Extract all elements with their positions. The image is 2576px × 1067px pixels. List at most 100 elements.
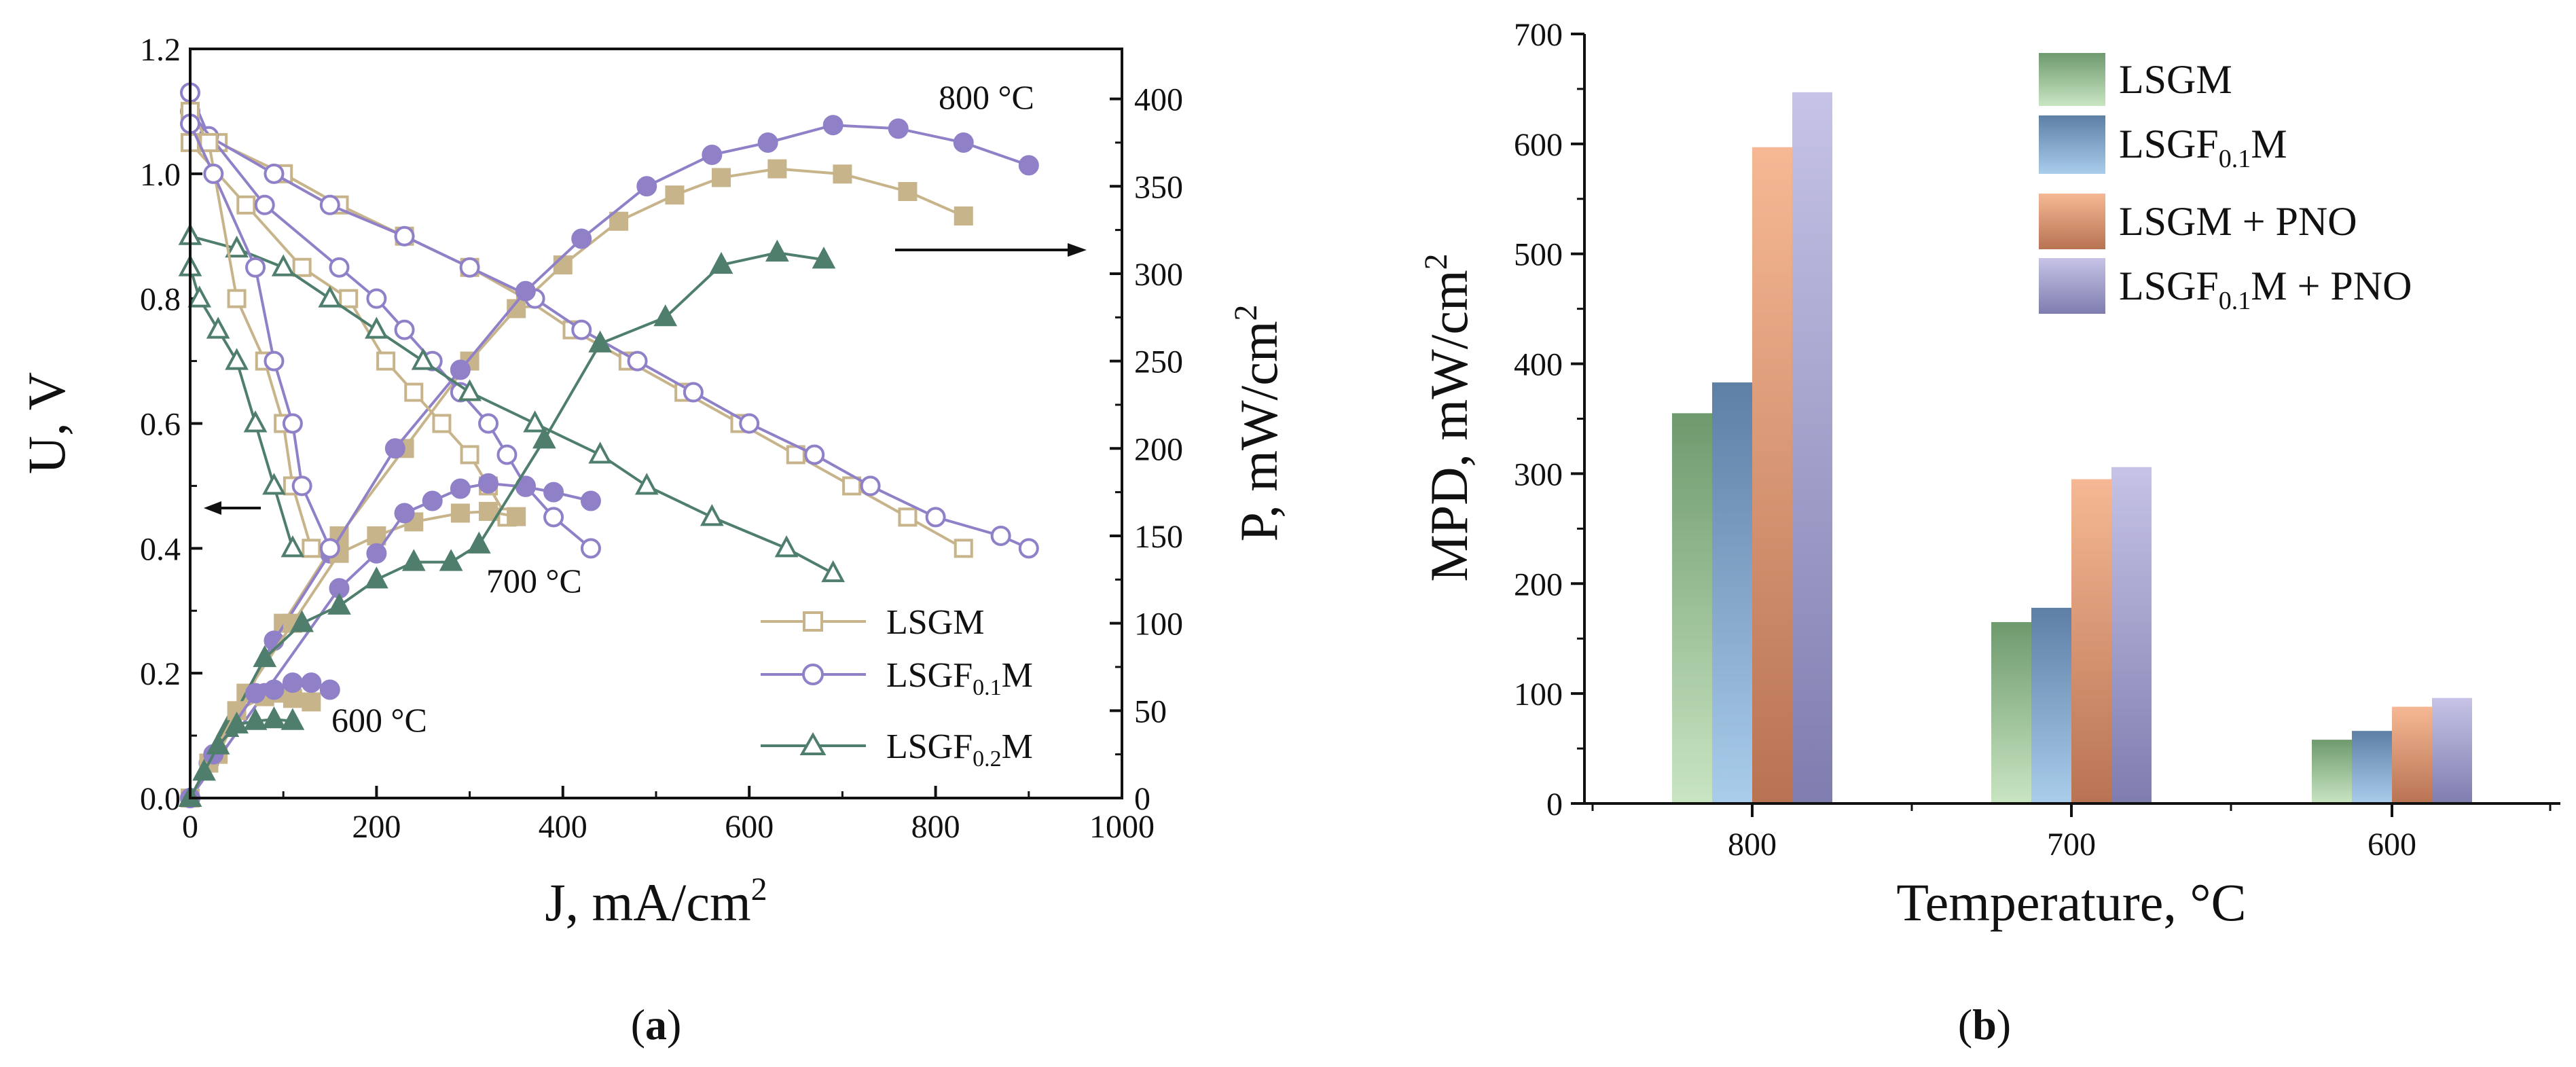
- legend-marker-square: [803, 611, 823, 632]
- data-point: [458, 379, 482, 401]
- arrow-to-left-axis: [204, 501, 261, 515]
- data-point: [515, 476, 536, 497]
- legend-label: LSGM + PNO: [2119, 199, 2357, 244]
- panel-a-line-chart: 0 200 400 600 800 1000 0.0 0.2 0.4 0.6 0.8 1.0 1.2 0 5…: [17, 32, 1288, 1049]
- data-point: [478, 473, 499, 494]
- x-tick-label: 700: [2047, 827, 2096, 863]
- data-point: [227, 289, 247, 308]
- bar-600-1: [2352, 731, 2392, 803]
- data-point: [302, 692, 321, 712]
- data-point: [187, 285, 212, 308]
- annotation-600c: 600 °C: [331, 701, 427, 739]
- data-point: [292, 257, 312, 277]
- bar-800-3: [1792, 92, 1832, 803]
- data-point: [709, 251, 733, 274]
- y-left-tick-label: 0.0: [140, 781, 181, 817]
- data-point: [712, 168, 731, 187]
- bar-600-3: [2432, 698, 2472, 803]
- bar-600-2: [2392, 706, 2432, 803]
- series-lsgf02m-p-700: [178, 239, 836, 807]
- data-point: [812, 247, 836, 269]
- data-point: [262, 706, 286, 729]
- panel-a-legend: LSGM LSGF0.1M LSGF0.2M: [761, 603, 1033, 772]
- data-point: [376, 351, 396, 371]
- data-point: [401, 549, 426, 571]
- y-left-tick-label: 0.6: [140, 407, 181, 443]
- data-point: [860, 475, 881, 496]
- y-tick-label: 400: [1514, 347, 1563, 383]
- series-lsgf01m-p-800: [180, 115, 1039, 808]
- panel-a-left-axis-label: U, V: [17, 372, 76, 474]
- data-point: [953, 132, 974, 153]
- y-tick-label: 100: [1514, 676, 1563, 712]
- data-point: [765, 239, 789, 262]
- panel-b-bar-chart: 0 100 200 300 400 500 600 700 800 700 600 Temperat…: [1418, 17, 2560, 1049]
- data-point: [271, 254, 295, 276]
- data-point: [280, 535, 305, 558]
- data-point: [327, 592, 351, 615]
- y-tick-label: 600: [1514, 127, 1563, 163]
- data-point: [507, 507, 526, 526]
- data-point: [467, 531, 491, 554]
- series-lsgm-u-700: [181, 132, 517, 527]
- data-point: [243, 410, 268, 433]
- data-point: [262, 473, 286, 495]
- arrow-to-right-axis: [895, 243, 1087, 257]
- legend-label: LSGM: [2119, 57, 2232, 102]
- data-point: [394, 225, 415, 247]
- data-point: [954, 539, 973, 558]
- x-tick-label: 800: [911, 809, 960, 845]
- panel-b-bars: [1672, 92, 2472, 803]
- data-point: [757, 132, 778, 153]
- panel-b-ticks: 0 100 200 300 400 500 600 700 800 700 600: [1514, 17, 2552, 863]
- bar-700-0: [1991, 621, 2031, 803]
- data-point: [515, 281, 536, 302]
- panel-a-series: [178, 82, 1039, 808]
- data-point: [394, 503, 415, 524]
- data-point: [634, 473, 659, 495]
- data-point: [319, 194, 340, 215]
- bar-800-1: [1712, 382, 1752, 803]
- data-point: [833, 164, 852, 184]
- legend-label: LSGF0.2M: [886, 727, 1033, 772]
- data-point: [329, 257, 350, 278]
- data-point: [365, 317, 388, 339]
- panel-b-x-axis-label: Temperature, °C: [1896, 873, 2246, 932]
- data-point: [264, 163, 285, 184]
- data-point: [264, 679, 285, 700]
- series-line: [189, 141, 509, 518]
- data-point: [199, 132, 219, 152]
- data-point: [609, 211, 629, 231]
- y-left-tick-label: 0.4: [140, 531, 181, 567]
- legend-marker-triangle: [799, 731, 827, 755]
- legend-swatch: [2039, 115, 2105, 174]
- bar-800-2: [1752, 147, 1792, 803]
- data-point: [523, 410, 547, 433]
- series-line: [189, 509, 517, 799]
- data-point: [243, 708, 268, 730]
- x-tick-label: 600: [2368, 827, 2416, 863]
- panel-a-right-axis-label: P, mW/cm2: [1228, 305, 1288, 542]
- data-point: [580, 490, 601, 511]
- panel-a-caption: (a): [631, 1000, 682, 1049]
- legend-item-lsgm: LSGM: [761, 603, 984, 642]
- data-point: [394, 319, 415, 340]
- y-tick-label: 500: [1514, 237, 1563, 273]
- series-lsgf02m-u-600: [178, 254, 305, 558]
- data-point: [898, 181, 918, 201]
- legend-swatch: [2039, 53, 2105, 106]
- series-lsgf01m-u-600: [180, 113, 340, 559]
- y-tick-label: 700: [1514, 17, 1563, 53]
- data-point: [206, 732, 230, 755]
- x-tick-label: 600: [725, 809, 774, 845]
- data-point: [203, 163, 224, 184]
- y-tick-label: 0: [1546, 786, 1563, 822]
- x-tick-label: 0: [182, 809, 198, 845]
- data-point: [366, 288, 387, 309]
- x-tick-label: 1000: [1089, 809, 1155, 845]
- data-point: [411, 348, 435, 370]
- series-line: [189, 92, 1030, 550]
- data-point: [439, 549, 463, 571]
- data-point: [571, 228, 592, 249]
